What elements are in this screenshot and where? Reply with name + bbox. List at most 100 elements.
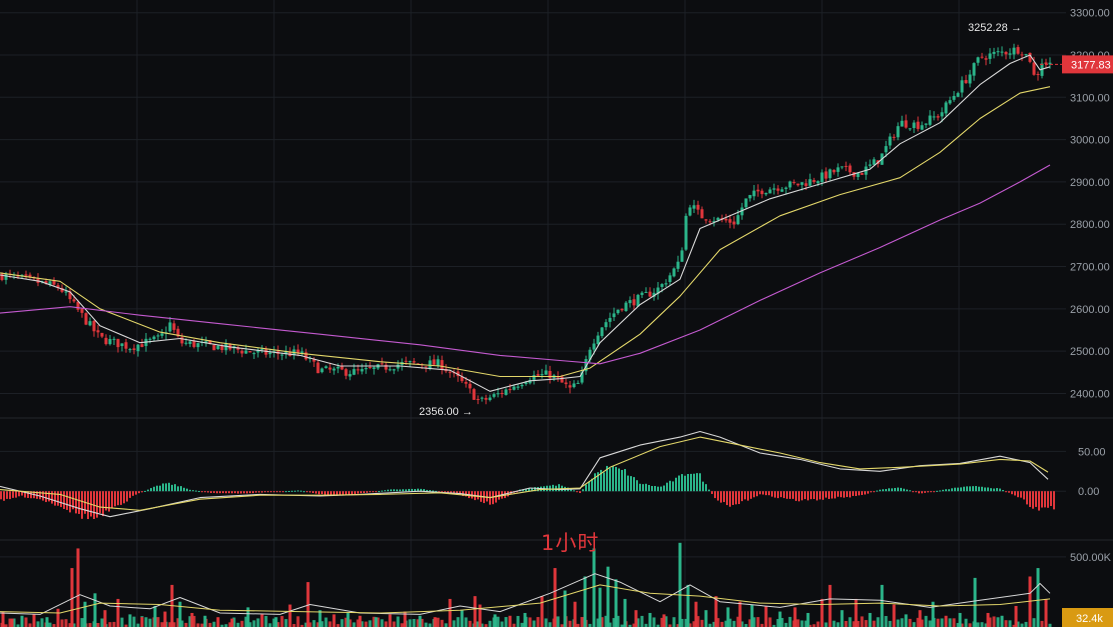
candle[interactable] [948,96,952,105]
candle[interactable] [80,308,84,318]
candle[interactable] [148,337,152,344]
candle[interactable] [392,368,396,375]
candle[interactable] [532,370,536,385]
candle[interactable] [240,349,244,358]
candle[interactable] [132,344,136,355]
candle[interactable] [784,186,788,195]
candle[interactable] [788,180,792,190]
candle[interactable] [1036,71,1040,81]
candle[interactable] [816,180,820,187]
candle[interactable] [204,336,208,347]
candle[interactable] [932,111,936,121]
candle[interactable] [428,355,432,371]
candle[interactable] [796,183,800,187]
candle[interactable] [264,346,268,358]
candle[interactable] [96,325,100,338]
candle[interactable] [608,312,612,328]
candle[interactable] [900,115,904,127]
candle[interactable] [572,380,576,389]
candle[interactable] [76,299,80,313]
candle[interactable] [992,47,996,59]
candle[interactable] [664,279,668,287]
candle[interactable] [440,355,444,375]
candle[interactable] [112,336,116,346]
candle[interactable] [904,114,908,129]
candle[interactable] [644,287,648,293]
candle[interactable] [24,270,28,280]
candle[interactable] [500,389,504,398]
candle[interactable] [896,122,900,141]
candle[interactable] [924,123,928,129]
candle[interactable] [640,291,644,299]
candle[interactable] [808,173,812,187]
candle[interactable] [1028,52,1032,64]
candle[interactable] [596,331,600,347]
candle[interactable] [856,172,860,180]
candle[interactable] [752,184,756,201]
candle[interactable] [120,343,124,352]
candle[interactable] [52,277,56,286]
candle[interactable] [940,107,944,123]
candle[interactable] [1004,51,1008,60]
candle[interactable] [324,365,328,369]
candle[interactable] [448,370,452,378]
candle[interactable] [732,216,736,229]
candle[interactable] [472,387,476,400]
candle[interactable] [580,366,584,385]
candle[interactable] [620,308,624,312]
candle[interactable] [152,335,156,342]
candle[interactable] [56,283,60,291]
candle[interactable] [424,366,428,373]
macd-panel[interactable] [0,430,1055,520]
candle[interactable] [384,361,388,373]
candle[interactable] [508,383,512,394]
candle[interactable] [944,100,948,117]
candle[interactable] [792,179,796,185]
candle[interactable] [740,202,744,220]
candle[interactable] [280,352,284,361]
candle[interactable] [868,159,872,169]
candle[interactable] [696,200,700,215]
candle[interactable] [928,110,932,127]
candle[interactable] [320,367,324,374]
candle[interactable] [1016,44,1020,55]
candle[interactable] [548,365,552,384]
candle[interactable] [168,316,172,333]
candle[interactable] [956,91,960,98]
candle[interactable] [648,287,652,298]
candle[interactable] [360,363,364,375]
candle[interactable] [960,76,964,98]
candle[interactable] [836,163,840,177]
candle[interactable] [252,351,256,359]
candle[interactable] [300,347,304,357]
candle[interactable] [568,381,572,394]
candle[interactable] [604,319,608,331]
candle[interactable] [612,307,616,321]
candle[interactable] [100,332,104,339]
candle[interactable] [92,320,96,337]
candle[interactable] [968,69,972,88]
candle[interactable] [728,214,732,229]
candle[interactable] [160,329,164,339]
candle[interactable] [172,320,176,334]
candle[interactable] [304,348,308,361]
candle[interactable] [140,338,144,348]
candle[interactable] [216,344,220,350]
candle[interactable] [744,198,748,209]
candle[interactable] [840,166,844,170]
candle[interactable] [196,342,200,352]
candle[interactable] [296,344,300,357]
candle[interactable] [872,157,876,165]
candle[interactable] [760,188,764,199]
candle[interactable] [1000,46,1004,57]
candle[interactable] [908,128,912,131]
candle[interactable] [656,282,660,300]
candle[interactable] [432,354,436,365]
candle[interactable] [388,366,392,372]
candle[interactable] [1020,51,1024,62]
candle[interactable] [980,52,984,59]
candle[interactable] [328,362,332,374]
candle[interactable] [188,339,192,348]
candle[interactable] [564,378,568,389]
candle[interactable] [492,392,496,399]
